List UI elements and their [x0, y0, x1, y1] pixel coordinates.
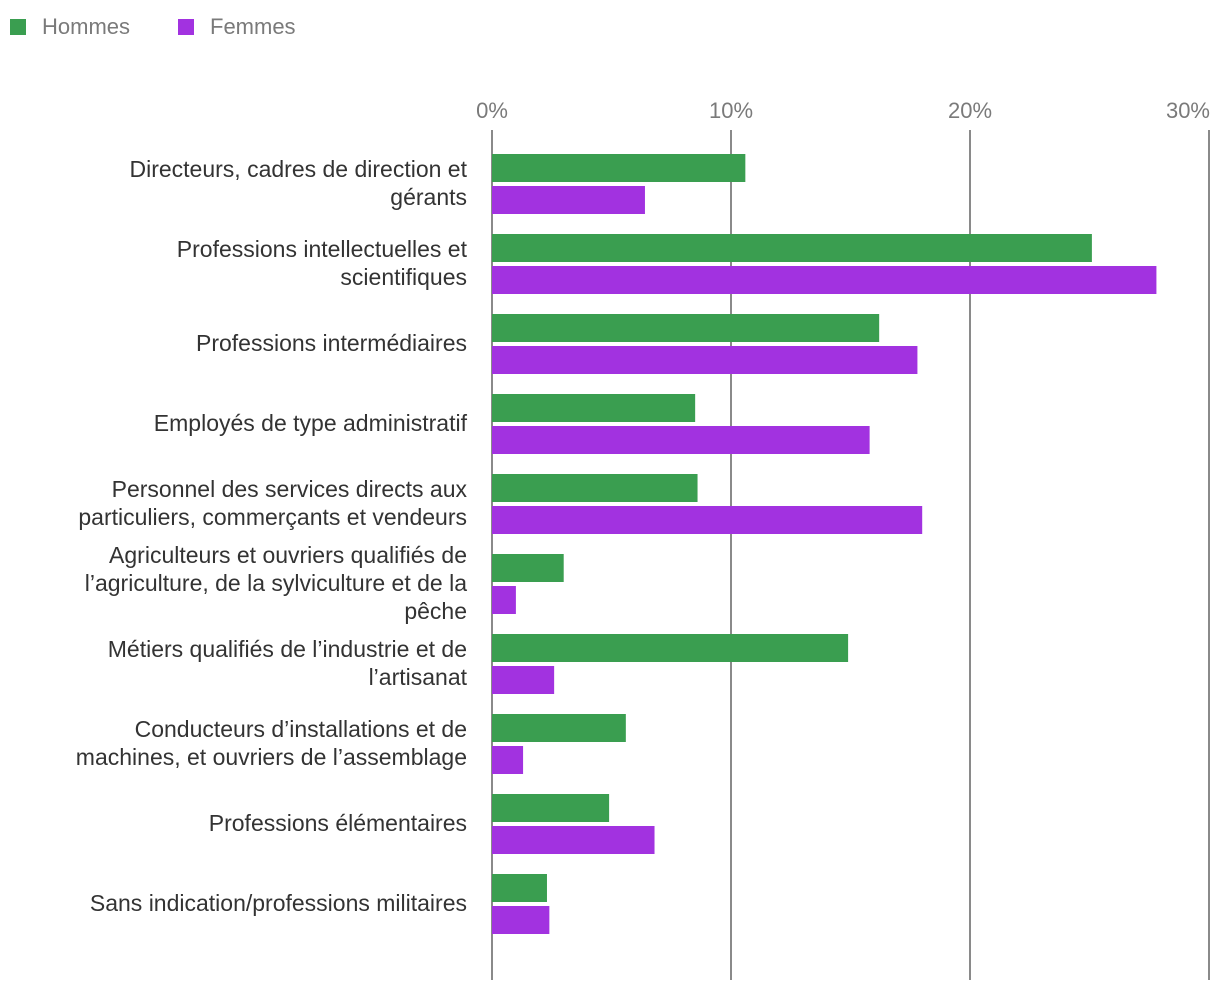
- category-label-line: scientifiques: [340, 264, 467, 290]
- legend: Hommes Femmes: [10, 14, 296, 39]
- category-label-line: gérants: [390, 184, 467, 210]
- category-label-0: Directeurs, cadres de direction et gérant…: [130, 156, 468, 210]
- bar-femmes-7: [492, 746, 523, 774]
- category-label-9: Sans indication/professions militaires: [90, 890, 467, 916]
- category-label-line: Conducteurs d’installations et de: [135, 716, 467, 742]
- category-label-7: Conducteurs d’installations et de machine…: [76, 716, 467, 770]
- category-label-line: l’artisanat: [369, 664, 468, 690]
- bar-hommes-6: [492, 634, 848, 662]
- bar-femmes-1: [492, 266, 1156, 294]
- bar-hommes-4: [492, 474, 698, 502]
- bar-femmes-4: [492, 506, 922, 534]
- category-label-2: Professions intermédiaires: [196, 330, 467, 356]
- bar-hommes-7: [492, 714, 626, 742]
- category-label-line: Agriculteurs et ouvriers qualifiés de: [109, 542, 467, 568]
- legend-label-hommes: Hommes: [42, 14, 130, 39]
- x-tick-label-30: 30%: [1166, 98, 1210, 123]
- category-label-line: Employés de type administratif: [154, 410, 468, 436]
- category-label-8: Professions élémentaires: [209, 810, 467, 836]
- x-tick-label-0: 0%: [476, 98, 508, 123]
- category-label-line: pêche: [404, 598, 467, 624]
- category-label-line: Sans indication/professions militaires: [90, 890, 467, 916]
- bar-hommes-8: [492, 794, 609, 822]
- category-label-line: Personnel des services directs aux: [112, 476, 468, 502]
- legend-swatch-femmes: [178, 19, 194, 35]
- category-label-line: Métiers qualifiés de l’industrie et de: [108, 636, 467, 662]
- category-label-1: Professions intellectuelles et scientifiq…: [177, 236, 468, 290]
- category-label-5: Agriculteurs et ouvriers qualifiés de l’a…: [85, 542, 467, 624]
- category-label-line: machines, et ouvriers de l’assemblage: [76, 744, 467, 770]
- bar-femmes-6: [492, 666, 554, 694]
- category-label-6: Métiers qualifiés de l’industrie et de l’…: [108, 636, 468, 690]
- bar-femmes-2: [492, 346, 917, 374]
- bar-hommes-1: [492, 234, 1092, 262]
- bar-femmes-5: [492, 586, 516, 614]
- bar-femmes-8: [492, 826, 655, 854]
- category-labels: Directeurs, cadres de direction et gérant…: [76, 156, 468, 916]
- category-label-line: Professions élémentaires: [209, 810, 467, 836]
- category-label-line: particuliers, commerçants et vendeurs: [78, 504, 467, 530]
- chart: Hommes Femmes 0% 10% 20% 30% Directeurs, cad…: [0, 0, 1220, 992]
- x-tick-label-20: 20%: [948, 98, 992, 123]
- category-label-line: Professions intermédiaires: [196, 330, 467, 356]
- category-label-line: l’agriculture, de la sylviculture et de …: [85, 570, 467, 596]
- bar-femmes-3: [492, 426, 870, 454]
- bars: [492, 154, 1156, 934]
- bar-hommes-3: [492, 394, 695, 422]
- bar-hommes-5: [492, 554, 564, 582]
- legend-label-femmes: Femmes: [210, 14, 296, 39]
- bar-femmes-0: [492, 186, 645, 214]
- bar-hommes-2: [492, 314, 879, 342]
- category-label-3: Employés de type administratif: [154, 410, 468, 436]
- legend-swatch-hommes: [10, 19, 26, 35]
- x-tick-label-10: 10%: [709, 98, 753, 123]
- x-axis-ticks: 0% 10% 20% 30%: [476, 98, 1210, 123]
- bar-hommes-0: [492, 154, 745, 182]
- category-label-line: Professions intellectuelles et: [177, 236, 468, 262]
- bar-hommes-9: [492, 874, 547, 902]
- category-label-4: Personnel des services directs aux partic…: [78, 476, 467, 530]
- category-label-line: Directeurs, cadres de direction et: [130, 156, 468, 182]
- bar-femmes-9: [492, 906, 549, 934]
